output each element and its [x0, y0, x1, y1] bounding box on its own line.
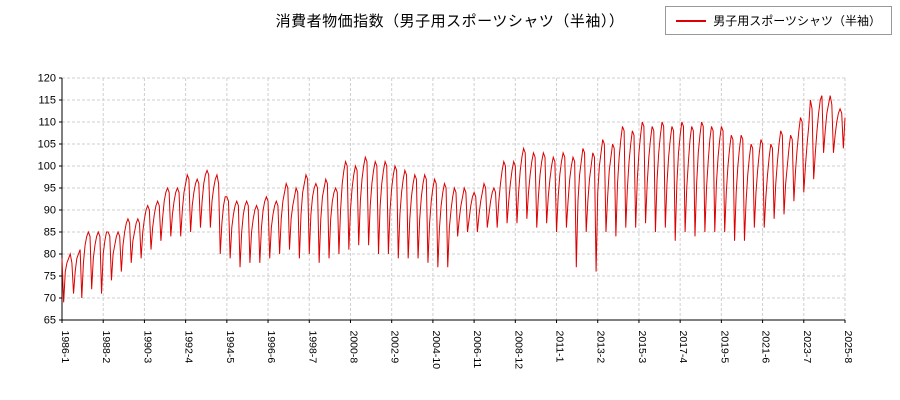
y-tick-label: 80 — [44, 249, 56, 261]
y-tick-label: 120 — [38, 73, 56, 85]
x-tick-label: 2025-8 — [842, 331, 854, 364]
x-tick-label: 1998-7 — [306, 331, 318, 364]
y-tick-label: 95 — [44, 183, 56, 195]
x-tick-label: 2004-10 — [430, 331, 442, 370]
x-tick-label: 2006-11 — [471, 331, 483, 369]
y-tick-label: 110 — [38, 117, 56, 129]
legend: 男子用スポーツシャツ（半袖） — [665, 6, 892, 35]
x-tick-label: 1986-1 — [59, 331, 71, 364]
y-tick-label: 65 — [44, 315, 56, 327]
x-tick-label: 1988-2 — [100, 331, 112, 364]
y-tick-label: 75 — [44, 271, 56, 283]
y-tick-label: 70 — [44, 293, 56, 305]
x-tick-label: 2015-3 — [636, 331, 648, 364]
x-tick-label: 2017-4 — [677, 331, 689, 364]
x-tick-label: 1992-4 — [183, 331, 195, 364]
x-tick-label: 2011-1 — [554, 331, 566, 363]
x-tick-label: 2021-6 — [760, 331, 772, 364]
x-tick-label: 2013-2 — [595, 331, 607, 364]
x-tick-label: 2023-7 — [801, 331, 813, 364]
x-tick-label: 1996-6 — [265, 331, 277, 364]
series-line — [61, 95, 846, 303]
x-tick-label: 1994-5 — [224, 331, 236, 364]
x-tick-label: 1990-3 — [141, 331, 153, 364]
x-tick-label: 2002-9 — [389, 331, 401, 364]
x-tick-label: 2008-12 — [512, 331, 524, 370]
chart-title: 消費者物価指数（男子用スポーツシャツ（半袖）） — [275, 13, 625, 30]
y-tick-label: 100 — [38, 161, 56, 173]
y-tick-label: 90 — [44, 205, 56, 217]
x-tick-label: 2019-5 — [718, 331, 730, 364]
y-tick-label: 85 — [44, 227, 56, 239]
y-tick-label: 115 — [38, 95, 56, 107]
y-tick-label: 105 — [38, 139, 56, 151]
x-tick-label: 2000-8 — [347, 331, 359, 364]
legend-series-label: 男子用スポーツシャツ（半袖） — [713, 14, 881, 28]
legend-line-marker — [676, 19, 707, 22]
